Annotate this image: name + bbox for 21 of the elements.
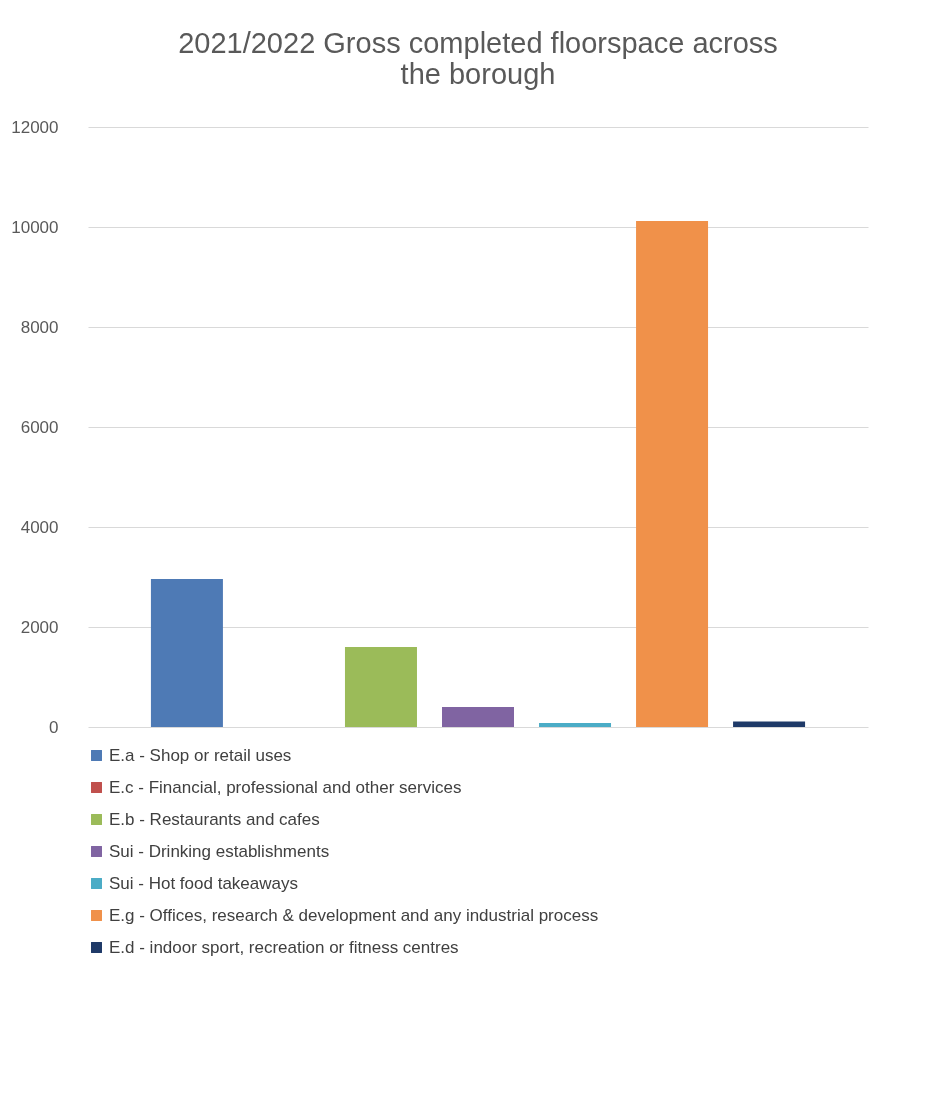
y-tick-label: 0 bbox=[49, 717, 59, 737]
y-tick-label: 12000 bbox=[11, 117, 59, 137]
bar bbox=[539, 723, 612, 727]
legend-label: Sui - Hot food takeaways bbox=[109, 873, 298, 893]
legend-label: Sui - Drinking establishments bbox=[109, 841, 330, 861]
legend-label: E.b - Restaurants and cafes bbox=[109, 809, 320, 829]
y-tick-label: 8000 bbox=[20, 317, 59, 337]
legend-label: E.d - indoor sport, recreation or fitness centres bbox=[109, 937, 459, 957]
bar bbox=[636, 221, 709, 727]
y-tick-label: 10000 bbox=[11, 217, 59, 237]
bar bbox=[733, 721, 806, 727]
bar bbox=[344, 647, 417, 727]
y-tick-label: 2000 bbox=[20, 617, 59, 637]
y-tick-label: 4000 bbox=[20, 517, 59, 537]
chart-title: 2021/2022 Gross completed floorspace across the borough bbox=[178, 27, 778, 90]
legend-label: E.c - Financial, professional and other services bbox=[109, 777, 462, 797]
bar bbox=[150, 579, 223, 727]
bar bbox=[442, 707, 514, 727]
legend-label: E.a - Shop or retail uses bbox=[109, 745, 292, 765]
legend-label: E.g - Offices, research & development and any industrial process bbox=[109, 905, 599, 925]
y-tick-label: 6000 bbox=[20, 417, 59, 437]
